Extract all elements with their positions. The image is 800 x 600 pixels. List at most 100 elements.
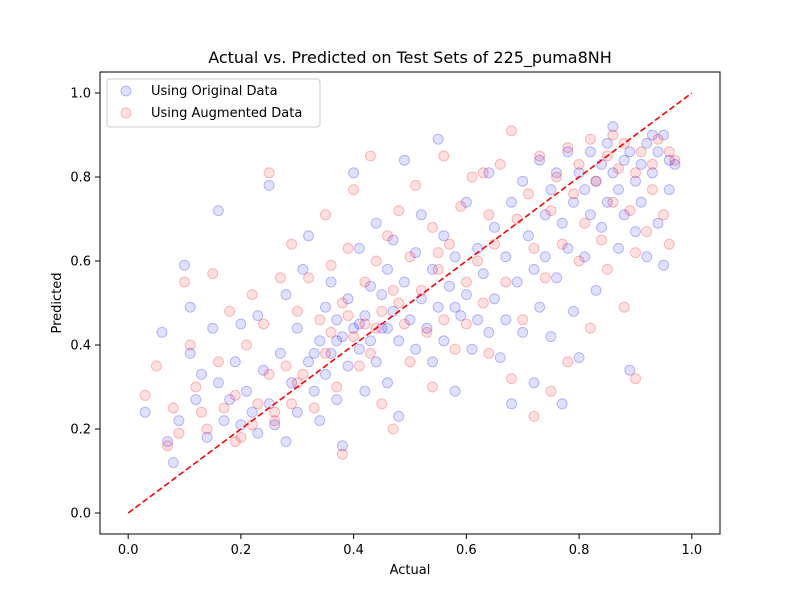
data-point (483, 326, 495, 338)
data-point (618, 301, 630, 313)
data-point (224, 394, 236, 406)
data-point (348, 184, 360, 196)
data-point (359, 385, 371, 397)
data-point (646, 158, 658, 170)
data-point (438, 230, 450, 242)
data-point (207, 322, 219, 334)
data-point (325, 347, 337, 359)
data-point (427, 381, 438, 393)
data-point (218, 402, 230, 414)
data-point (506, 373, 517, 385)
data-point (190, 381, 202, 393)
data-point (229, 389, 241, 401)
data-point (511, 213, 523, 225)
y-tick-label: 0.4 (70, 339, 91, 354)
data-point (534, 150, 546, 162)
data-point (545, 205, 557, 217)
data-point (269, 415, 281, 427)
data-point (449, 251, 461, 263)
data-point (551, 272, 562, 284)
data-point (167, 457, 179, 469)
data-point (325, 259, 337, 271)
data-point (618, 209, 630, 221)
data-point (156, 326, 168, 338)
data-point (528, 263, 540, 275)
data-point (663, 146, 675, 158)
data-point (162, 440, 174, 452)
data-point (573, 352, 585, 364)
data-point (308, 347, 320, 359)
data-point (551, 167, 562, 179)
data-point (652, 133, 664, 145)
data-point (331, 394, 343, 406)
data-point (613, 184, 624, 196)
data-point (325, 276, 337, 288)
data-point (601, 196, 613, 208)
data-point (438, 150, 450, 162)
data-point (212, 356, 224, 368)
data-point (562, 242, 574, 254)
data-point (218, 415, 230, 427)
data-point (286, 238, 298, 250)
data-point (607, 167, 619, 179)
data-point (336, 440, 348, 452)
data-point (179, 259, 190, 271)
data-point (410, 247, 422, 259)
legend: Using Original Data Using Augmented Data (106, 78, 321, 128)
data-point (303, 230, 314, 242)
legend-label-augmented: Using Augmented Data (151, 106, 302, 121)
data-point (303, 272, 314, 284)
data-point (342, 293, 354, 305)
data-point (460, 318, 472, 330)
data-point (590, 284, 602, 296)
data-point (618, 154, 630, 166)
series-augmented (139, 125, 681, 460)
data-point (297, 263, 309, 275)
data-point (579, 184, 591, 196)
y-axis-ticks: 0.0 0.2 0.4 0.6 0.8 1.0 (70, 87, 100, 522)
data-point (269, 406, 281, 418)
data-point (331, 335, 343, 347)
data-point (500, 251, 512, 263)
data-point (613, 163, 624, 175)
data-point (398, 276, 410, 288)
data-point (139, 406, 151, 418)
data-point (630, 247, 641, 259)
data-point (353, 242, 365, 254)
data-point (669, 154, 681, 166)
data-point (398, 154, 410, 166)
data-point (562, 146, 574, 158)
data-point (646, 167, 658, 179)
data-point (196, 368, 207, 380)
data-point (489, 221, 500, 233)
data-point (365, 347, 376, 359)
y-tick-label: 1.0 (70, 87, 91, 102)
data-point (432, 301, 444, 313)
data-point (320, 209, 331, 221)
data-point (584, 322, 596, 334)
data-point (438, 314, 450, 326)
data-point (630, 175, 641, 187)
data-point (646, 129, 658, 141)
data-point (314, 314, 326, 326)
data-point (641, 137, 653, 149)
data-point (184, 301, 196, 313)
data-point (641, 226, 653, 238)
data-point (472, 314, 484, 326)
data-point (184, 339, 196, 351)
x-tick-label: 0.4 (343, 543, 364, 558)
data-point (579, 217, 591, 229)
data-point (630, 167, 641, 179)
legend-box (106, 78, 321, 128)
data-point (207, 268, 219, 280)
data-point (393, 205, 405, 217)
data-point (370, 255, 382, 267)
data-point (477, 167, 489, 179)
reference-line (127, 92, 693, 514)
data-point (150, 360, 162, 372)
data-point (584, 209, 596, 221)
data-point (410, 179, 422, 191)
data-point (584, 133, 596, 145)
data-point (376, 398, 388, 410)
data-point (466, 171, 478, 183)
